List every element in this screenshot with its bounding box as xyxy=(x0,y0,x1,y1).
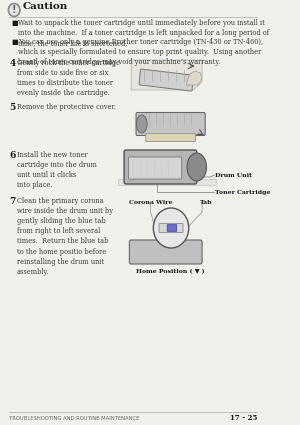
Text: Drum Unit: Drum Unit xyxy=(215,173,253,178)
Text: ■: ■ xyxy=(11,38,18,46)
Text: Home Position ( ▼ ): Home Position ( ▼ ) xyxy=(136,269,204,275)
Text: Clean the primary corona
wire inside the drum unit by
gently sliding the blue ta: Clean the primary corona wire inside the… xyxy=(17,197,113,276)
Polygon shape xyxy=(186,71,202,85)
Text: Remove the protective cover.: Remove the protective cover. xyxy=(17,103,116,111)
Ellipse shape xyxy=(136,115,147,133)
Ellipse shape xyxy=(187,153,206,181)
Text: 6: 6 xyxy=(10,151,16,160)
Text: 4: 4 xyxy=(10,59,16,68)
Circle shape xyxy=(153,208,189,248)
Text: ■: ■ xyxy=(11,19,18,27)
Circle shape xyxy=(8,3,20,17)
FancyBboxPatch shape xyxy=(129,240,202,264)
FancyBboxPatch shape xyxy=(128,157,182,179)
Text: 17 - 25: 17 - 25 xyxy=(230,414,257,422)
Polygon shape xyxy=(131,60,202,90)
Text: !: ! xyxy=(12,5,16,15)
Text: Toner Cartridge: Toner Cartridge xyxy=(215,190,271,195)
Text: Install the new toner
cartridge into the drum
unit until it clicks
into place.: Install the new toner cartridge into the… xyxy=(17,151,97,189)
FancyBboxPatch shape xyxy=(146,133,195,142)
Text: You can use only a genuine Brother toner cartridge (TN-430 or TN-460),
which is : You can use only a genuine Brother toner… xyxy=(18,38,263,66)
Text: 5: 5 xyxy=(10,103,16,112)
Text: Tab: Tab xyxy=(200,199,213,204)
FancyBboxPatch shape xyxy=(118,179,217,185)
FancyBboxPatch shape xyxy=(167,225,177,231)
FancyBboxPatch shape xyxy=(139,69,193,91)
Text: 7: 7 xyxy=(10,197,16,206)
Text: Gently rock the toner cartidge
from side to side five or six
times to distribute: Gently rock the toner cartidge from side… xyxy=(17,59,120,97)
FancyBboxPatch shape xyxy=(136,113,205,136)
Text: TROUBLESHOOTING AND ROUTINE MAINTENANCE: TROUBLESHOOTING AND ROUTINE MAINTENANCE xyxy=(9,416,139,420)
FancyBboxPatch shape xyxy=(159,224,183,232)
Text: Wait to unpack the toner cartridge until immediately before you install it
into : Wait to unpack the toner cartridge until… xyxy=(18,19,269,47)
FancyBboxPatch shape xyxy=(124,150,197,184)
Text: Caution: Caution xyxy=(22,2,68,11)
Text: Corona Wire: Corona Wire xyxy=(129,199,173,204)
